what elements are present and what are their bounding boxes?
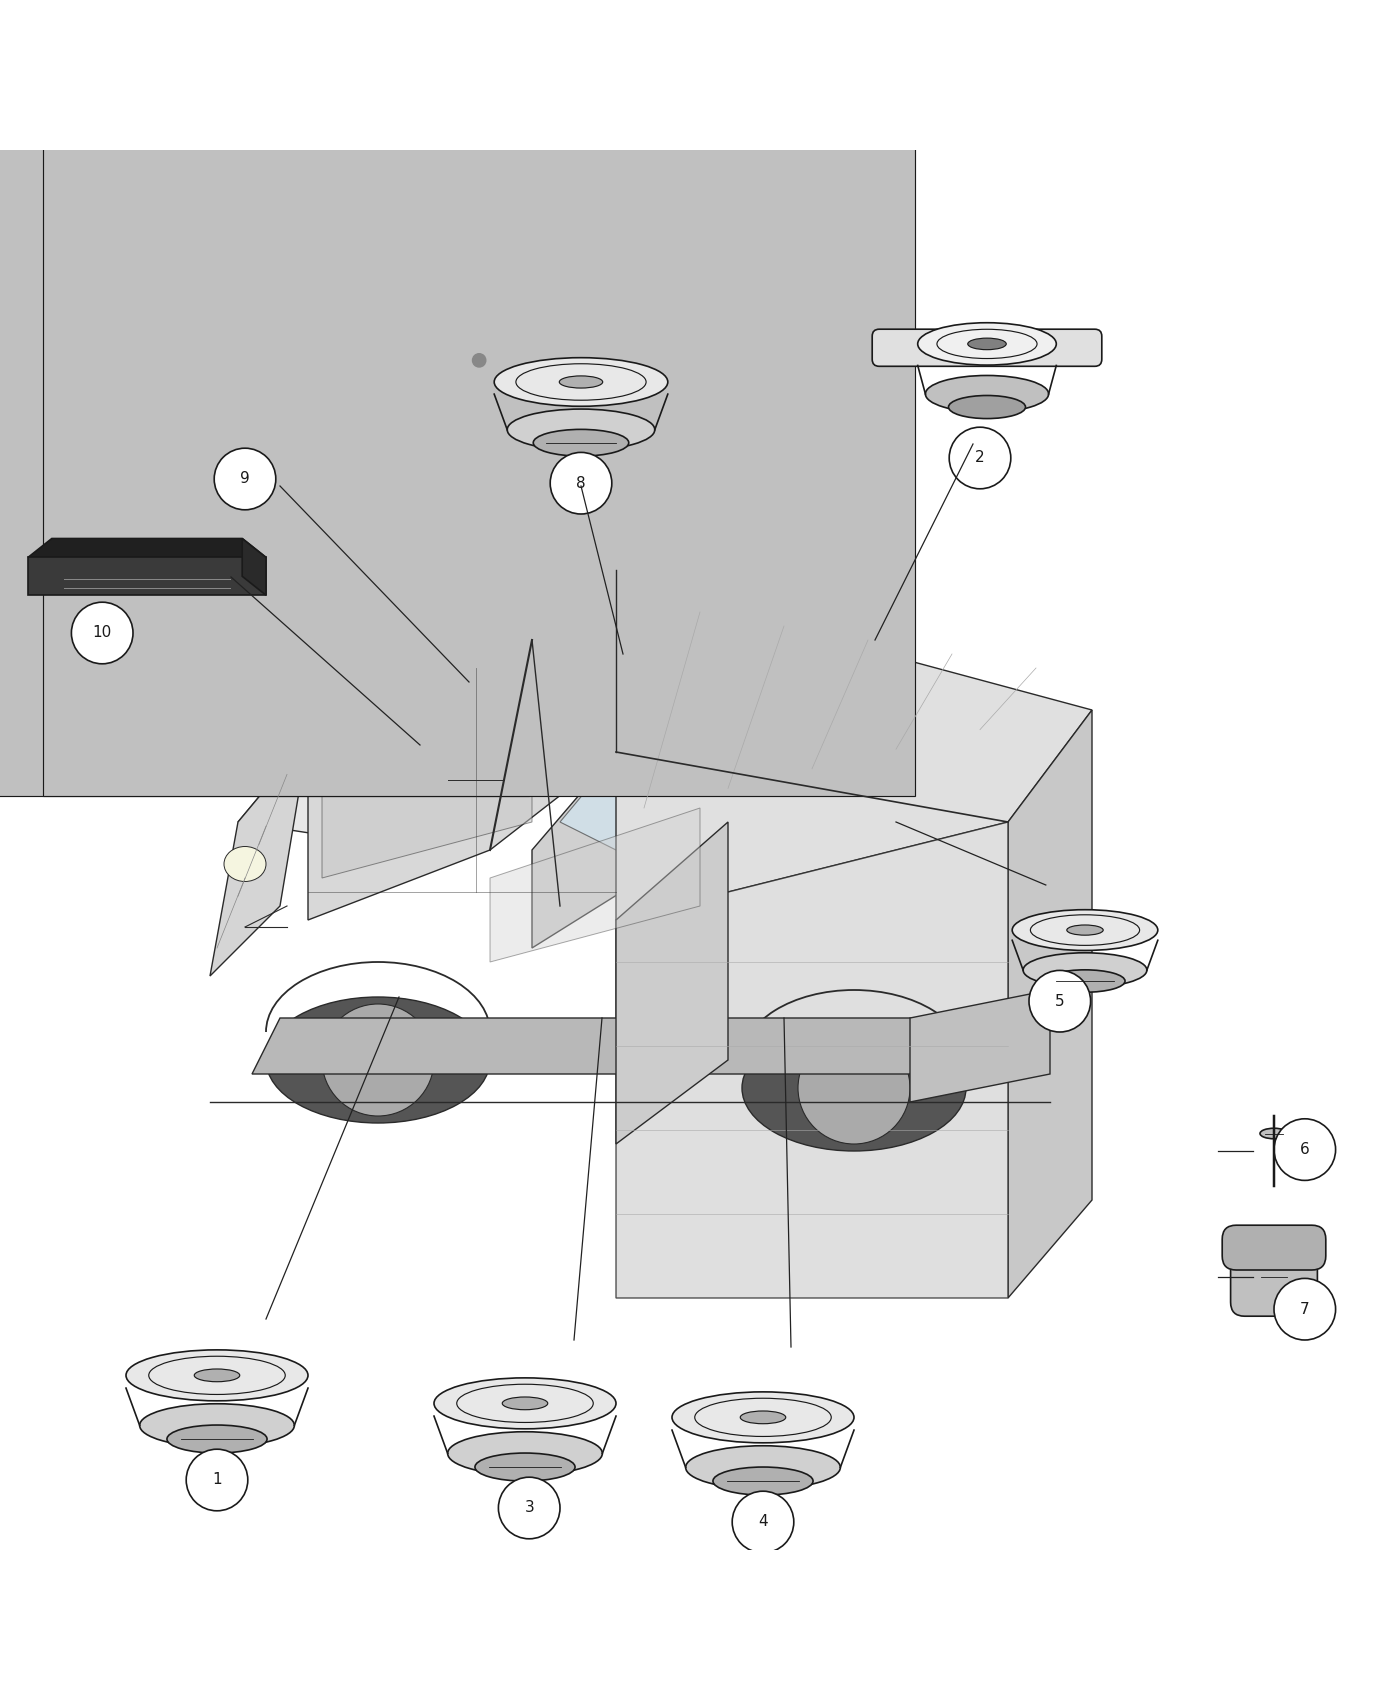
FancyBboxPatch shape bbox=[872, 330, 1102, 366]
Ellipse shape bbox=[1067, 925, 1103, 935]
Polygon shape bbox=[353, 350, 459, 382]
Text: 1: 1 bbox=[213, 1472, 221, 1488]
Circle shape bbox=[732, 1491, 794, 1552]
Ellipse shape bbox=[178, 352, 288, 430]
Ellipse shape bbox=[949, 396, 1025, 418]
Text: 9: 9 bbox=[241, 471, 249, 486]
Polygon shape bbox=[1008, 711, 1092, 1299]
Circle shape bbox=[87, 354, 101, 367]
Ellipse shape bbox=[1023, 952, 1147, 988]
Circle shape bbox=[186, 1448, 248, 1511]
Polygon shape bbox=[210, 738, 308, 976]
Circle shape bbox=[473, 354, 486, 367]
Ellipse shape bbox=[434, 1379, 616, 1428]
Circle shape bbox=[798, 1032, 910, 1144]
Polygon shape bbox=[420, 570, 728, 639]
Ellipse shape bbox=[741, 1411, 785, 1423]
Ellipse shape bbox=[167, 1425, 267, 1454]
Text: 4: 4 bbox=[759, 1515, 767, 1530]
Ellipse shape bbox=[494, 357, 668, 406]
Ellipse shape bbox=[195, 1368, 239, 1382]
Circle shape bbox=[1029, 971, 1091, 1032]
Ellipse shape bbox=[925, 376, 1049, 413]
Circle shape bbox=[498, 1477, 560, 1538]
Polygon shape bbox=[910, 989, 1050, 1102]
Polygon shape bbox=[308, 570, 616, 920]
Ellipse shape bbox=[713, 1467, 813, 1494]
Circle shape bbox=[322, 1005, 434, 1115]
Circle shape bbox=[550, 452, 612, 513]
Text: 8: 8 bbox=[577, 476, 585, 491]
Polygon shape bbox=[113, 326, 300, 454]
Polygon shape bbox=[353, 379, 459, 411]
Text: 3: 3 bbox=[525, 1501, 533, 1515]
Text: 2: 2 bbox=[976, 450, 984, 466]
Text: 7: 7 bbox=[1301, 1302, 1309, 1318]
Ellipse shape bbox=[224, 847, 266, 882]
Polygon shape bbox=[616, 823, 1008, 1299]
Polygon shape bbox=[353, 320, 459, 354]
FancyBboxPatch shape bbox=[1231, 1238, 1317, 1316]
Polygon shape bbox=[252, 1018, 938, 1074]
Ellipse shape bbox=[126, 1350, 308, 1401]
Text: 6: 6 bbox=[1301, 1142, 1309, 1158]
Ellipse shape bbox=[475, 1454, 575, 1481]
Polygon shape bbox=[616, 823, 728, 1144]
Ellipse shape bbox=[214, 377, 252, 405]
Ellipse shape bbox=[1260, 1129, 1288, 1139]
Ellipse shape bbox=[533, 430, 629, 456]
Polygon shape bbox=[308, 612, 532, 751]
Circle shape bbox=[214, 449, 276, 510]
Ellipse shape bbox=[507, 410, 655, 450]
Polygon shape bbox=[322, 711, 532, 877]
Circle shape bbox=[949, 427, 1011, 490]
Polygon shape bbox=[28, 558, 266, 595]
Polygon shape bbox=[113, 287, 473, 374]
Ellipse shape bbox=[1012, 910, 1158, 950]
Circle shape bbox=[1274, 1278, 1336, 1340]
Polygon shape bbox=[238, 738, 490, 850]
Polygon shape bbox=[616, 612, 1092, 920]
Text: 10: 10 bbox=[92, 626, 112, 641]
FancyBboxPatch shape bbox=[43, 0, 916, 796]
Ellipse shape bbox=[918, 323, 1056, 366]
Ellipse shape bbox=[672, 1392, 854, 1443]
Ellipse shape bbox=[266, 996, 490, 1124]
Ellipse shape bbox=[559, 376, 603, 388]
Text: 5: 5 bbox=[1056, 994, 1064, 1008]
Polygon shape bbox=[560, 738, 700, 850]
Polygon shape bbox=[490, 808, 700, 962]
Ellipse shape bbox=[742, 1025, 966, 1151]
FancyBboxPatch shape bbox=[1222, 1226, 1326, 1270]
Circle shape bbox=[71, 602, 133, 663]
Polygon shape bbox=[28, 539, 266, 558]
Polygon shape bbox=[364, 626, 560, 751]
Ellipse shape bbox=[503, 1397, 547, 1409]
Ellipse shape bbox=[967, 338, 1007, 350]
Polygon shape bbox=[532, 751, 728, 949]
Ellipse shape bbox=[140, 1404, 294, 1447]
Ellipse shape bbox=[1044, 969, 1126, 993]
Ellipse shape bbox=[448, 1431, 602, 1476]
FancyBboxPatch shape bbox=[0, 0, 529, 796]
Circle shape bbox=[1274, 1119, 1336, 1180]
Polygon shape bbox=[339, 287, 473, 427]
Polygon shape bbox=[242, 539, 266, 595]
Ellipse shape bbox=[686, 1445, 840, 1489]
